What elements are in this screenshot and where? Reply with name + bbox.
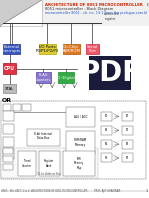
Text: PDF: PDF [79,59,141,87]
FancyBboxPatch shape [0,26,149,198]
Text: 32-bit Address Bus: 32-bit Address Bus [37,172,61,176]
FancyBboxPatch shape [3,84,16,93]
Text: Timer/
Counter: Timer/ Counter [22,159,32,168]
Polygon shape [0,0,42,28]
FancyBboxPatch shape [66,107,95,127]
FancyBboxPatch shape [1,148,98,178]
FancyBboxPatch shape [1,101,146,179]
FancyBboxPatch shape [3,148,13,154]
Text: CPU: CPU [4,66,15,71]
FancyBboxPatch shape [3,137,14,147]
Text: External
Interrupts: External Interrupts [2,45,21,53]
Text: P1: P1 [126,128,129,132]
FancyBboxPatch shape [101,140,112,148]
FancyBboxPatch shape [63,44,80,54]
FancyBboxPatch shape [3,156,13,162]
FancyBboxPatch shape [89,56,131,90]
FancyBboxPatch shape [3,164,13,170]
Text: 1: 1 [145,189,148,193]
FancyBboxPatch shape [66,131,95,154]
FancyBboxPatch shape [3,44,20,54]
FancyBboxPatch shape [122,140,133,148]
FancyBboxPatch shape [101,126,112,135]
Text: 8-bit Internal
Data Bus: 8-bit Internal Data Bus [34,132,52,140]
Text: UNIT:   8th UNIT: 1 to 2: ARCHITECTURE OF 8051 MICROCONTROLLER         PROF. AJI: UNIT: 8th UNIT: 1 to 2: ARCHITECTURE OF … [1,189,121,193]
Text: Serial
Port: Serial Port [87,45,98,53]
FancyBboxPatch shape [58,72,74,83]
FancyBboxPatch shape [101,112,112,121]
Text: SFR
Memory
Map: SFR Memory Map [74,157,84,170]
Text: I/O Ports
P0/P1/P2/P3: I/O Ports P0/P1/P2/P3 [36,45,59,53]
FancyBboxPatch shape [39,44,56,54]
FancyBboxPatch shape [3,63,16,74]
FancyBboxPatch shape [101,153,112,162]
Text: P3: P3 [126,156,129,160]
Text: Register
Bank: Register Bank [44,159,54,168]
Text: P0: P0 [126,114,129,118]
FancyBboxPatch shape [0,0,42,28]
FancyBboxPatch shape [3,124,14,134]
FancyBboxPatch shape [18,151,36,176]
Text: ARCHITECTURE OF 8051 MICROCONTROLLER   ( UNIT 2): ARCHITECTURE OF 8051 MICROCONTROLLER ( U… [45,3,149,7]
Text: ROM/RAM
Memory: ROM/RAM Memory [74,138,87,147]
Text: P3: P3 [105,156,108,160]
Text: P0: P0 [105,114,108,118]
FancyBboxPatch shape [3,149,14,159]
FancyBboxPatch shape [36,72,51,83]
Text: FLAG
Counters: FLAG Counters [35,73,51,82]
FancyBboxPatch shape [13,104,21,111]
Text: P2: P2 [105,142,108,146]
FancyBboxPatch shape [22,104,31,111]
FancyBboxPatch shape [122,153,133,162]
FancyBboxPatch shape [63,151,95,176]
FancyBboxPatch shape [27,129,60,146]
FancyBboxPatch shape [122,126,133,135]
Text: microcontroller 8051 - ch. no. 13.1 From the prologue.com.bl: microcontroller 8051 - ch. no. 13.1 From… [45,11,147,15]
Polygon shape [0,0,42,26]
Text: 8051 microcontroller - Block Diagram: 8051 microcontroller - Block Diagram [45,7,113,11]
Text: P2: P2 [126,142,129,146]
FancyBboxPatch shape [122,112,133,121]
Text: I/O (Digital): I/O (Digital) [55,76,76,80]
FancyBboxPatch shape [86,44,99,54]
Text: ALU / ACC: ALU / ACC [74,115,87,119]
FancyBboxPatch shape [3,104,11,111]
Text: OR: OR [1,98,12,103]
FancyBboxPatch shape [3,111,14,121]
Text: connected
register: connected register [104,12,120,21]
Text: XTAL: XTAL [5,87,14,91]
Text: P1: P1 [105,128,108,132]
Text: On-Chip
RAM/ROM: On-Chip RAM/ROM [62,45,81,53]
FancyBboxPatch shape [39,151,60,176]
